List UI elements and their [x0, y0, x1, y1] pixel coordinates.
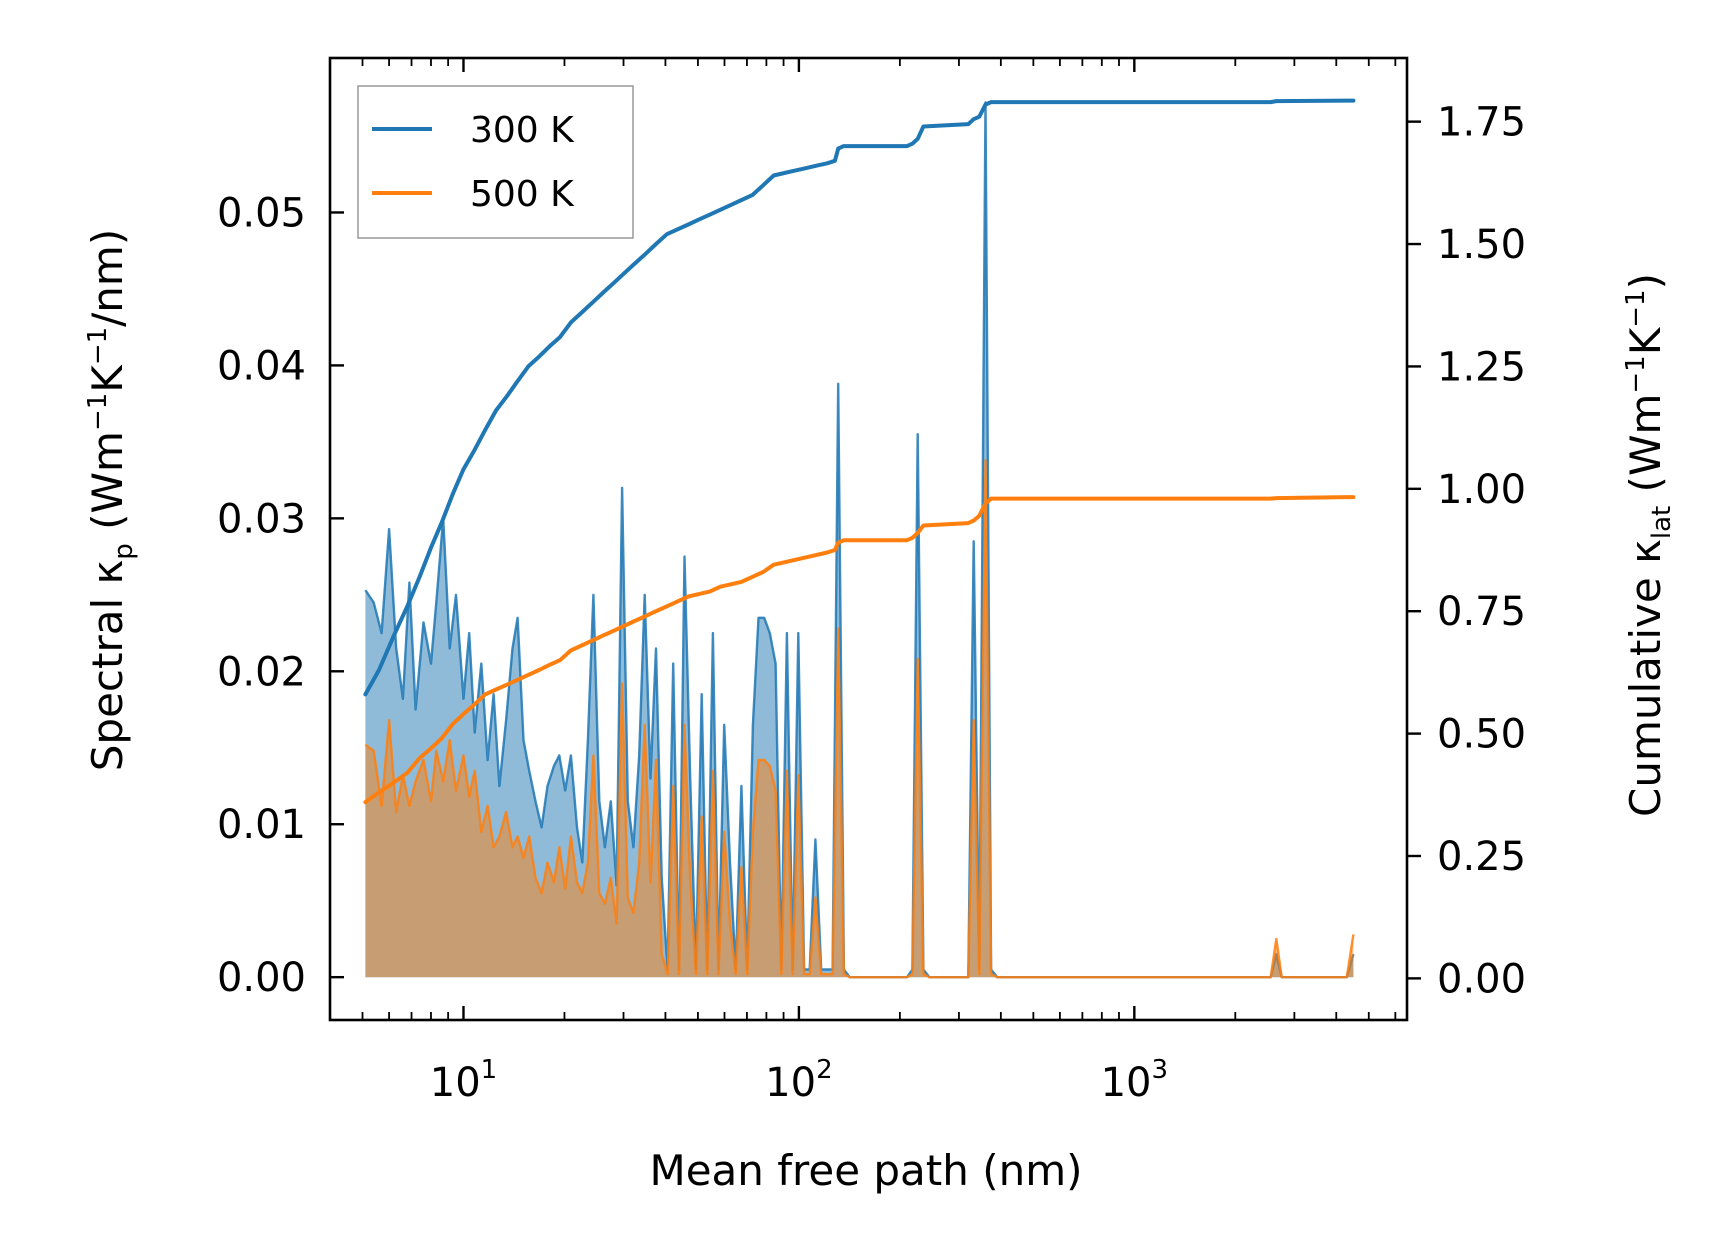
line-500-k — [363, 495, 1356, 805]
legend: 300 K 500 K — [357, 85, 634, 239]
y-left-sup2: −1 — [83, 327, 113, 365]
y-left-sup1: −1 — [83, 393, 113, 431]
y-right-sub: lat — [1647, 506, 1677, 539]
x-tick-exp: 3 — [1152, 1055, 1169, 1085]
x-tick-label: 103 — [1101, 1055, 1168, 1106]
axis-ticks — [329, 58, 1421, 1020]
x-tick-exp: 1 — [481, 1055, 498, 1085]
y-right-sup1: −1 — [1621, 355, 1651, 393]
x-tick-base: 10 — [765, 1060, 816, 1106]
y-left-unit-post: /nm) — [83, 229, 132, 327]
legend-label-300k: 300 K — [470, 110, 575, 151]
y-right-mid: K — [1621, 326, 1670, 355]
y-axis-right-label: Cumulative κlat (Wm−1K−1) — [1621, 273, 1677, 817]
y-right-tick-label: 0.25 — [1437, 834, 1526, 880]
y-left-tick-label: 0.02 — [217, 649, 306, 695]
plot-area-fills — [364, 101, 1355, 979]
y-right-unit-pre: (Wm — [1621, 394, 1670, 506]
y-right-tick-label: 1.00 — [1437, 467, 1526, 513]
x-tick-exp: 2 — [816, 1055, 833, 1085]
y-left-main: Spectral κ — [83, 560, 132, 772]
x-tick-label: 102 — [765, 1055, 832, 1106]
area-500-k-spectral — [365, 460, 1354, 978]
x-axis-label: Mean free path (nm) — [649, 1146, 1082, 1195]
y-right-main: Cumulative κ — [1621, 539, 1670, 817]
x-tick-label: 101 — [430, 1055, 497, 1106]
y-right-sup2: −1 — [1621, 289, 1651, 327]
y-left-mid: K — [83, 364, 132, 393]
y-left-sub: p — [109, 543, 139, 560]
y-left-unit-pre: (Wm — [83, 431, 132, 543]
legend-label-500k: 500 K — [470, 174, 575, 215]
y-axis-left-label: Spectral κp (Wm−1K−1/nm) — [83, 229, 139, 771]
plot-frame — [328, 56, 1409, 1022]
area-outline-500-k-spectral — [364, 459, 1355, 979]
plot-lines — [363, 98, 1356, 805]
y-right-tick-label: 0.75 — [1437, 589, 1526, 635]
y-left-tick-label: 0.01 — [217, 802, 306, 848]
x-tick-base: 10 — [1101, 1060, 1152, 1106]
y-left-tick-label: 0.05 — [217, 190, 306, 236]
axis-tick-labels: 0.00 0.01 0.02 0.03 0.04 0.05 0.00 0.25 0.50 0.75… — [217, 100, 1526, 1106]
y-right-tick-label: 1.50 — [1437, 222, 1526, 268]
legend-box — [357, 85, 634, 239]
x-tick-base: 10 — [430, 1060, 481, 1106]
y-right-unit-post: ) — [1621, 273, 1670, 289]
y-right-tick-label: 0.00 — [1437, 956, 1526, 1002]
y-right-tick-label: 1.75 — [1437, 100, 1526, 146]
y-right-tick-label: 0.50 — [1437, 712, 1526, 758]
line-300-k — [363, 98, 1356, 697]
y-left-tick-label: 0.03 — [217, 496, 306, 542]
y-right-tick-label: 1.25 — [1437, 344, 1526, 390]
y-left-tick-label: 0.04 — [217, 343, 306, 389]
y-left-tick-label: 0.00 — [217, 955, 306, 1001]
